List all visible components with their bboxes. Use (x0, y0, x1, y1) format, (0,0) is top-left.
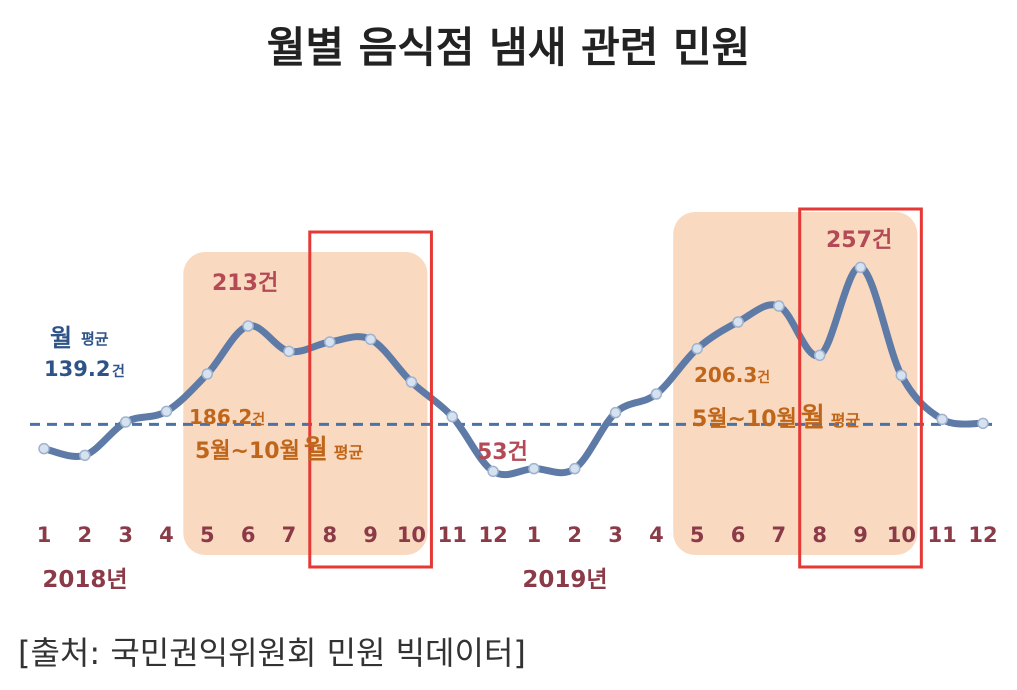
data-point-22 (895, 369, 908, 382)
value-annotation: 213건 (212, 271, 278, 296)
x-tick-label: 8 (322, 523, 337, 547)
x-tick-label: 10 (887, 523, 916, 547)
x-tick-label: 1 (37, 523, 52, 547)
period-average-unit: 건 (757, 369, 770, 386)
data-point-24 (977, 417, 989, 430)
chart-title: 월별 음식점 냄새 관련 민원 (266, 23, 751, 72)
x-tick-label: 7 (282, 523, 297, 547)
average-value: 139.2 (44, 357, 110, 381)
x-tick-label: 2 (78, 523, 93, 547)
data-point-21 (854, 261, 867, 274)
value-annotation: 257건 (826, 228, 892, 253)
data-point-12 (487, 465, 499, 478)
x-tick-label: 6 (241, 523, 256, 547)
x-tick-label: 12 (478, 523, 507, 547)
x-tick-label: 11 (438, 523, 467, 547)
data-point-23 (936, 413, 948, 426)
data-point-10 (405, 376, 418, 388)
data-point-17 (691, 342, 703, 355)
year-label: 2019년 (522, 567, 607, 593)
x-tick-label: 7 (772, 523, 787, 547)
x-tick-label: 3 (118, 523, 133, 547)
data-point-14 (568, 462, 581, 475)
data-point-16 (650, 388, 663, 400)
data-point-18 (732, 316, 744, 328)
data-point-6 (242, 320, 254, 332)
x-tick-label: 1 (527, 523, 542, 547)
value-annotation-unit: 건 (508, 440, 528, 465)
value-annotation-unit: 건 (872, 228, 892, 253)
source-note: [출처: 국민권익위원회 민원 빅데이터] (18, 634, 526, 672)
average-label-word: 월 (50, 324, 72, 352)
peak-box-2 (798, 207, 923, 569)
data-point-20 (813, 349, 826, 362)
series-layer (38, 261, 989, 479)
x-tick-label: 3 (608, 523, 623, 547)
average-label-suffix: 평균 (81, 330, 109, 348)
peak-boxes (308, 207, 923, 569)
data-point-11 (446, 410, 459, 423)
period-average-unit: 건 (252, 411, 265, 428)
value-annotation: 53건 (477, 440, 528, 465)
x-tick-label: 9 (363, 523, 378, 547)
data-point-15 (609, 406, 622, 419)
x-tick-label: 2 (567, 523, 582, 547)
x-tick-label: 9 (853, 523, 868, 547)
highlight-period-1 (183, 252, 428, 555)
value-annotation-unit: 건 (258, 271, 278, 296)
x-tick-label: 6 (731, 523, 746, 547)
highlight-period-2 (673, 212, 918, 555)
period-suffix: 평균 (334, 443, 364, 462)
x-tick-label: 4 (159, 523, 174, 547)
x-tick-label: 4 (649, 523, 664, 547)
x-tick-label: 5 (690, 523, 705, 547)
x-tick-label: 11 (928, 523, 957, 547)
data-point-7 (283, 345, 295, 358)
x-tick-label: 12 (968, 523, 997, 547)
period-suffix: 평균 (831, 411, 861, 430)
data-point-13 (528, 462, 540, 475)
data-point-19 (773, 300, 785, 312)
period-word: 월 (304, 435, 328, 465)
data-point-3 (119, 416, 132, 428)
data-point-8 (324, 336, 336, 348)
x-tick-label: 10 (397, 523, 426, 547)
data-point-9 (364, 333, 377, 346)
x-tick-label: 8 (812, 523, 827, 547)
data-point-1 (38, 442, 50, 455)
average-unit: 건 (112, 363, 125, 380)
data-point-4 (160, 405, 173, 418)
peak-box-1 (308, 230, 433, 569)
highlight-periods (183, 212, 918, 555)
data-point-5 (201, 368, 214, 380)
data-point-2 (79, 449, 91, 462)
x-tick-label: 5 (200, 523, 215, 547)
period-word: 월 (801, 403, 825, 433)
year-label: 2018년 (42, 567, 127, 593)
